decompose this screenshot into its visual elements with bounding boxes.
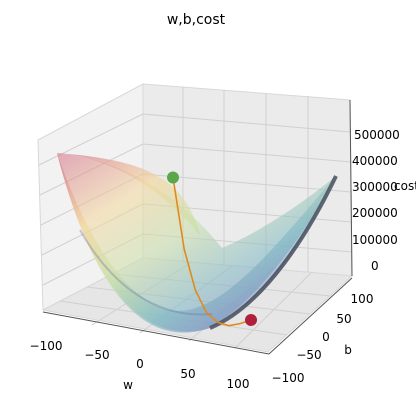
w-axis-label: w <box>123 378 133 392</box>
descent-path-line <box>172 177 252 327</box>
chart-title: w,b,cost <box>167 12 226 28</box>
w-axis-line <box>42 311 270 355</box>
b-tick-label: 0 <box>322 330 330 344</box>
w-ticks: −100 −50 0 50 100 <box>30 339 250 391</box>
w-tick-label: 50 <box>180 367 195 381</box>
surface-trough <box>79 229 213 316</box>
descent-path-layer <box>167 171 257 327</box>
cost-tick-label: 100000 <box>352 233 398 247</box>
cost-tick-label: 400000 <box>352 154 398 168</box>
surface-sheet <box>57 153 336 332</box>
b-tick-label: −100 <box>272 371 305 385</box>
axis-lines <box>42 99 353 355</box>
b-axis-label: b <box>344 343 352 357</box>
grid-back-h <box>142 113 351 133</box>
surface-right-edge <box>209 175 338 330</box>
w-tick-label: 100 <box>227 377 250 391</box>
cost-tick-label: 300000 <box>352 180 398 194</box>
b-tick-label: 50 <box>336 312 351 326</box>
cost-tick-label: 0 <box>371 259 379 273</box>
cost-axis-line <box>349 99 353 277</box>
cost-ticks: 0 100000 200000 300000 400000 500000 <box>352 128 400 273</box>
b-axis-line <box>268 277 353 355</box>
grid-left-h <box>38 113 144 166</box>
b-tick-label: 100 <box>351 292 374 306</box>
w-tick-label: −50 <box>84 348 109 362</box>
start-point-marker <box>167 171 179 184</box>
w-tick-label: −100 <box>30 339 63 353</box>
cost-tick-label: 200000 <box>352 206 398 220</box>
cost-tick-label: 500000 <box>354 128 400 142</box>
cost-surface <box>57 153 338 333</box>
grid-floor-w <box>234 272 312 349</box>
cost-axis-label: cost <box>394 179 416 193</box>
w-tick-label: 0 <box>136 357 144 371</box>
b-tick-label: −50 <box>296 348 321 362</box>
grid-back-h <box>142 143 352 163</box>
b-ticks: −100 −50 0 50 100 <box>272 292 374 385</box>
end-point-marker <box>245 314 257 327</box>
